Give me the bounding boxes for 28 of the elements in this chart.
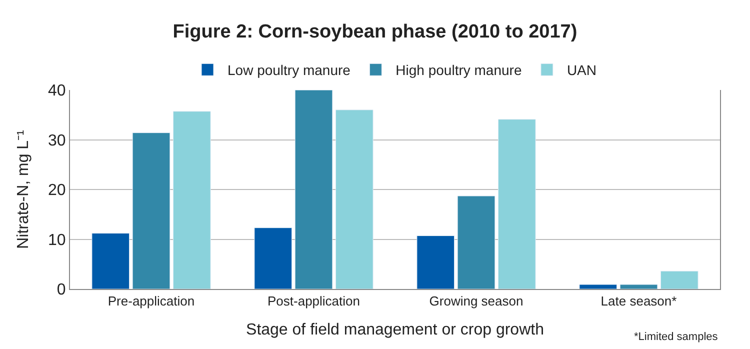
y-tick-label: 0: [56, 282, 66, 299]
y-tick-label: 40: [48, 82, 66, 100]
y-tick-label: 10: [48, 232, 66, 249]
y-tick-label: 30: [48, 132, 66, 150]
bar: [498, 119, 536, 289]
y-axis-title: Nitrate-N, mg L⁻¹: [14, 130, 32, 249]
bar: [92, 233, 130, 289]
bar: [172, 111, 211, 289]
x-tick-label: Growing season: [429, 294, 524, 309]
bar: [620, 284, 658, 289]
bar: [579, 284, 618, 289]
bar: [660, 270, 698, 289]
bar: [294, 90, 333, 289]
bar: [457, 196, 496, 289]
x-tick-label: Pre-application: [108, 294, 195, 309]
chart-title: Figure 2: Corn-soybean phase (2010 to 2017): [172, 22, 578, 43]
y-tick-label: 20: [48, 182, 66, 200]
x-tick-label: Post-application: [268, 294, 360, 309]
bar: [254, 228, 292, 289]
legend-label: Low poultry manure: [228, 62, 351, 78]
legend-label: High poultry manure: [396, 62, 522, 78]
x-tick-label: Late season*: [600, 294, 677, 309]
text: *Limited samples: [634, 331, 718, 343]
bar: [416, 236, 455, 289]
legend-label: UAN: [566, 62, 597, 78]
bar: [335, 110, 374, 289]
bar: [132, 132, 170, 289]
x-axis-title: Stage of field management or crop growth: [246, 321, 544, 338]
